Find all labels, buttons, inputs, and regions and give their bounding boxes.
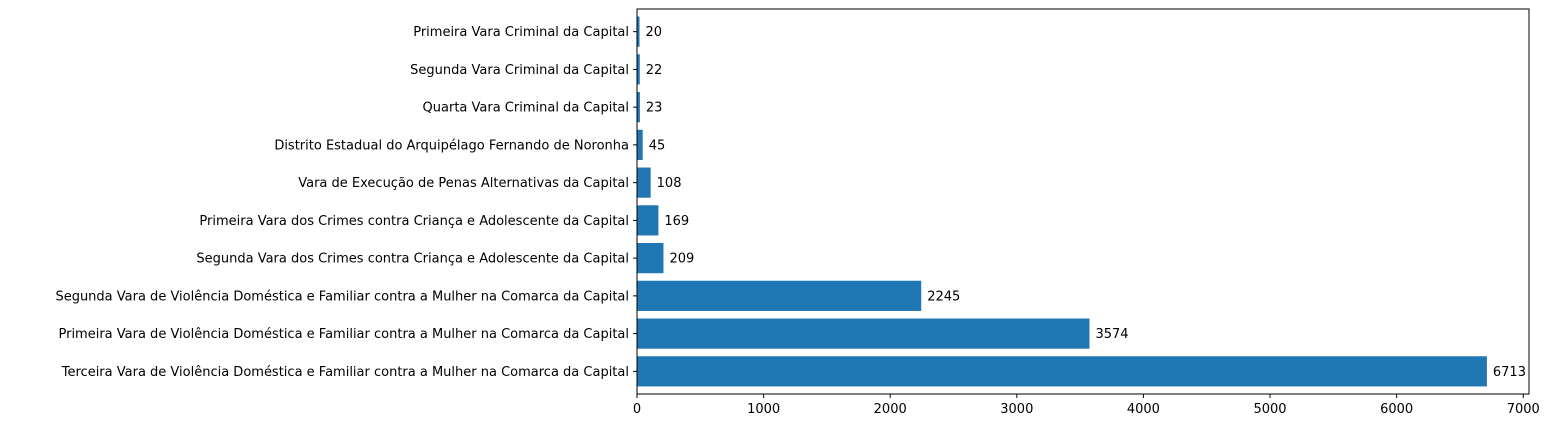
bars-group bbox=[637, 16, 1487, 387]
x-axis: 0 1000 2000 3000 4000 5000 6000 7000 bbox=[633, 394, 1540, 417]
value-label: 20 bbox=[646, 25, 663, 40]
x-tick-label: 2000 bbox=[874, 402, 907, 417]
bar bbox=[637, 92, 640, 123]
category-label: Primeira Vara de Violência Doméstica e F… bbox=[58, 327, 629, 342]
bar bbox=[637, 243, 664, 274]
category-labels-group: Terceira Vara de Violência Doméstica e F… bbox=[55, 25, 637, 380]
bar bbox=[637, 129, 643, 160]
bar bbox=[637, 16, 640, 47]
value-labels-group: 6713 3574 2245 209 169 108 45 23 22 20 bbox=[646, 25, 1526, 380]
category-label: Primeira Vara Criminal da Capital bbox=[413, 25, 629, 40]
x-tick-label: 1000 bbox=[747, 402, 780, 417]
category-label: Segunda Vara dos Crimes contra Criança e… bbox=[196, 252, 629, 267]
x-tick-label: 4000 bbox=[1127, 402, 1160, 417]
category-label: Segunda Vara Criminal da Capital bbox=[410, 63, 629, 78]
value-label: 23 bbox=[646, 101, 663, 116]
x-tick-label: 5000 bbox=[1253, 402, 1286, 417]
bar bbox=[637, 280, 922, 311]
x-tick-label: 0 bbox=[633, 402, 641, 417]
category-label: Terceira Vara de Violência Doméstica e F… bbox=[61, 365, 629, 380]
value-label: 209 bbox=[669, 252, 694, 267]
category-label: Primeira Vara dos Crimes contra Criança … bbox=[199, 214, 629, 229]
x-tick-label: 7000 bbox=[1507, 402, 1540, 417]
bar bbox=[637, 205, 659, 236]
plot-frame bbox=[636, 8, 1530, 395]
bar bbox=[637, 167, 651, 198]
x-tick-label: 3000 bbox=[1000, 402, 1033, 417]
value-label: 6713 bbox=[1493, 365, 1526, 380]
value-label: 45 bbox=[649, 138, 666, 153]
category-label: Distrito Estadual do Arquipélago Fernand… bbox=[274, 138, 629, 153]
category-label: Segunda Vara de Violência Doméstica e Fa… bbox=[55, 289, 629, 304]
value-label: 169 bbox=[664, 214, 689, 229]
value-label: 2245 bbox=[927, 289, 960, 304]
bar bbox=[637, 356, 1487, 387]
value-label: 3574 bbox=[1095, 327, 1128, 342]
category-label: Vara de Execução de Penas Alternativas d… bbox=[298, 176, 629, 191]
bar bbox=[637, 54, 640, 85]
value-label: 22 bbox=[646, 63, 663, 78]
value-label: 108 bbox=[657, 176, 682, 191]
category-label: Quarta Vara Criminal da Capital bbox=[423, 101, 629, 116]
x-tick-label: 6000 bbox=[1380, 402, 1413, 417]
bar bbox=[637, 318, 1090, 349]
